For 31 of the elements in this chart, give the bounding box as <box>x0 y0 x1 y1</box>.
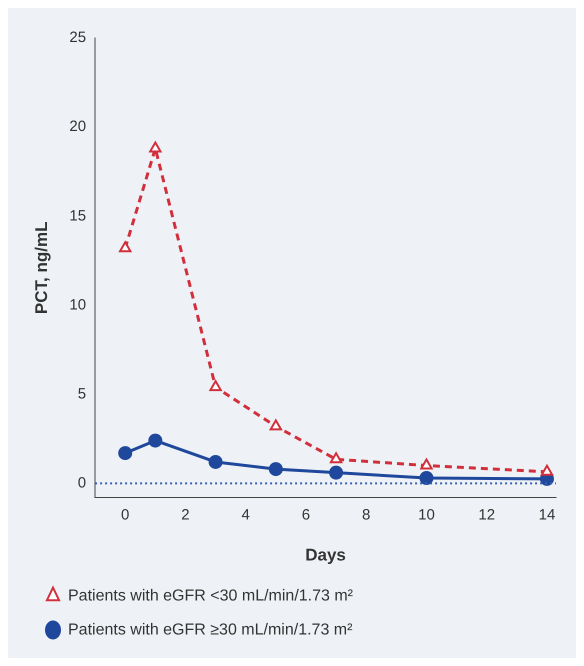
y-tick-label: 5 <box>78 385 86 402</box>
y-tick-label: 0 <box>78 474 86 492</box>
y-tick-label: 15 <box>69 207 86 224</box>
y-tick-label: 10 <box>69 296 86 314</box>
x-tick-label: 14 <box>538 506 556 524</box>
point <box>540 464 554 476</box>
x-axis-title: Days <box>305 545 346 564</box>
x-tick-label: 2 <box>181 506 190 524</box>
point <box>118 446 132 460</box>
x-tick-label: 10 <box>418 506 435 524</box>
x-tick-label: 8 <box>362 506 370 524</box>
point <box>268 462 283 476</box>
y-tick-label: 20 <box>69 118 86 136</box>
point <box>270 419 282 430</box>
x-tick-label: 12 <box>478 506 496 524</box>
y-axis-title: PCT, ng/mL <box>32 222 51 314</box>
point <box>419 471 434 486</box>
point <box>209 380 222 392</box>
point <box>330 452 342 464</box>
legend-label: Patients with eGFR <30 mL/min/1.73 m² <box>68 587 354 604</box>
x-tick-label: 0 <box>121 506 130 524</box>
x-tick-label: 4 <box>242 506 250 524</box>
point <box>329 466 344 480</box>
y-tick-label: 25 <box>69 29 86 46</box>
point <box>208 454 223 469</box>
legend-label: Patients with eGFR ≥30 mL/min/1.73 m² <box>68 621 354 638</box>
point <box>148 434 162 448</box>
point <box>119 241 132 252</box>
x-tick-label: 6 <box>302 506 310 524</box>
point <box>420 458 433 470</box>
point <box>149 141 162 152</box>
